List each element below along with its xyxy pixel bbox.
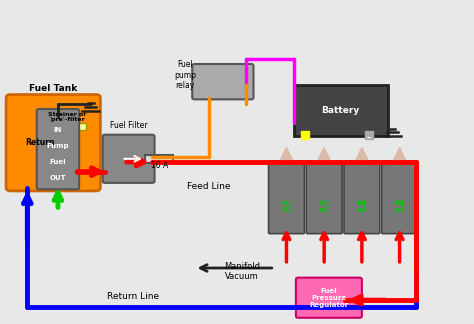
- FancyBboxPatch shape: [192, 64, 254, 99]
- FancyBboxPatch shape: [306, 161, 342, 234]
- FancyBboxPatch shape: [36, 109, 79, 189]
- FancyBboxPatch shape: [48, 123, 86, 130]
- Text: Return: Return: [25, 138, 55, 147]
- Text: Inj
#1: Inj #1: [281, 201, 292, 214]
- FancyBboxPatch shape: [269, 161, 304, 234]
- Text: IN: IN: [54, 127, 62, 133]
- Text: Manifold
Vacuum: Manifold Vacuum: [224, 261, 260, 281]
- Text: Strainer or
'pre'-filter: Strainer or 'pre'-filter: [48, 112, 87, 122]
- Text: Pump: Pump: [46, 143, 69, 149]
- Polygon shape: [279, 147, 293, 162]
- Text: Inj
#2: Inj #2: [319, 201, 329, 214]
- Text: Fuel
pump
relay: Fuel pump relay: [174, 60, 196, 90]
- Polygon shape: [355, 147, 369, 162]
- FancyBboxPatch shape: [6, 95, 100, 191]
- FancyBboxPatch shape: [382, 161, 418, 234]
- FancyBboxPatch shape: [293, 85, 388, 136]
- Text: Fuel
Pressure
Regulator: Fuel Pressure Regulator: [310, 288, 348, 308]
- Text: 10 A: 10 A: [151, 161, 168, 170]
- Text: Return Line: Return Line: [107, 293, 159, 301]
- Polygon shape: [392, 147, 407, 162]
- FancyBboxPatch shape: [296, 278, 362, 318]
- FancyBboxPatch shape: [103, 135, 155, 183]
- Text: Inj
#4: Inj #4: [394, 201, 405, 214]
- Bar: [145, 155, 173, 163]
- FancyBboxPatch shape: [344, 161, 380, 234]
- Text: Fuel Tank: Fuel Tank: [29, 84, 77, 93]
- Text: Fuel: Fuel: [50, 159, 66, 165]
- Text: +: +: [301, 133, 310, 143]
- Text: Inj
#3: Inj #3: [356, 201, 367, 214]
- Text: -: -: [367, 133, 371, 143]
- Text: Feed Line: Feed Line: [187, 181, 230, 191]
- Polygon shape: [317, 147, 331, 162]
- Text: OUT: OUT: [50, 175, 66, 181]
- Text: Fuel Filter: Fuel Filter: [110, 121, 147, 130]
- Text: Battery: Battery: [321, 106, 360, 115]
